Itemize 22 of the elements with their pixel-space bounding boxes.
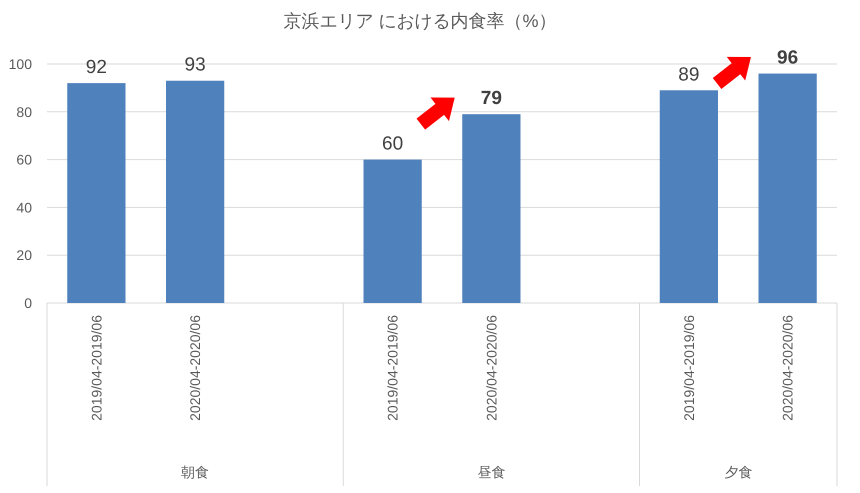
y-tick-label: 100	[8, 56, 32, 72]
x-tick-label: 2020/04-2020/06	[187, 315, 204, 421]
group-label: 夕食	[724, 464, 752, 480]
title: 京浜エリア における内食率（%）	[284, 11, 556, 31]
data-label: 89	[678, 64, 700, 86]
data-label: 93	[184, 54, 206, 76]
x-tick-label: 2020/04-2020/06	[780, 315, 796, 421]
y-tick-label: 40	[16, 199, 32, 216]
group-label: 昼食	[477, 464, 506, 480]
x-tick-label: 2019/04-2019/06	[384, 315, 401, 421]
x-tick-label: 2019/04-2019/06	[680, 315, 697, 421]
x-tick-label: 2020/04-2020/06	[483, 315, 500, 421]
data-label: 96	[777, 48, 798, 69]
group-label: 朝食	[181, 464, 210, 480]
data-label: 79	[480, 88, 502, 110]
y-tick-label: 0	[24, 295, 32, 311]
x-tick-label: 2019/04-2019/06	[88, 315, 104, 421]
y-tick-label: 60	[16, 152, 32, 168]
data-label: 60	[382, 134, 404, 155]
y-tick-label: 80	[16, 104, 32, 120]
data-label: 92	[86, 57, 107, 78]
y-tick-label: 20	[16, 247, 32, 264]
